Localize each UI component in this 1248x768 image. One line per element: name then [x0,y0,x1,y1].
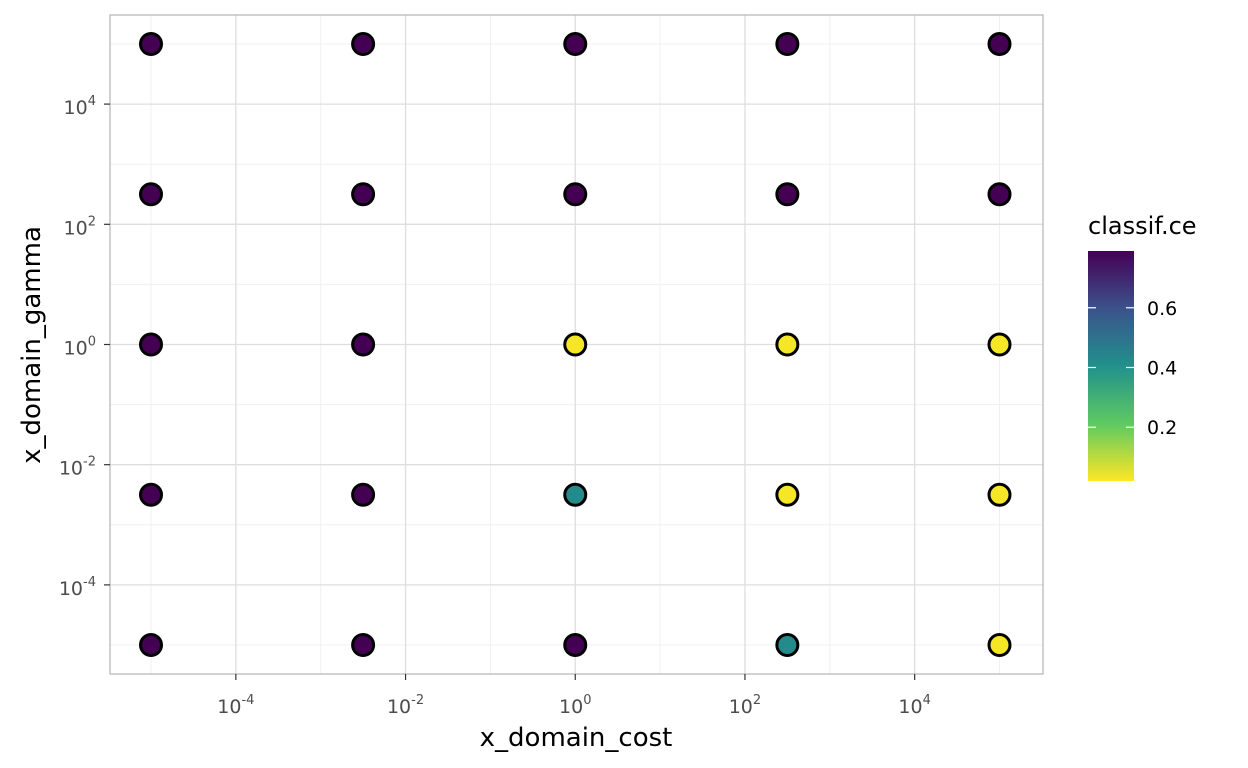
data-point [139,332,163,357]
legend-tick-label: 0.2 [1147,417,1177,439]
data-point [987,332,1012,357]
data-point [351,332,376,357]
data-point [351,32,376,56]
data-point [775,32,800,56]
legend-ticks: 0.2 0.4 0.6 [1088,298,1177,439]
y-tick-label: 102 [64,214,96,239]
x-axis: 10-4 10-2 100 102 104 [217,674,931,718]
x-axis-title: x_domain_cost [480,723,673,753]
data-point [351,633,376,657]
data-point [987,482,1012,507]
data-point [775,332,800,357]
data-point [563,633,588,657]
data-point [139,32,163,56]
y-axis: 10-4 10-2 100 102 104 [59,94,110,600]
x-tick-label: 10-2 [387,693,424,718]
data-point [775,482,800,507]
data-point [139,182,163,207]
data-point [987,32,1012,56]
data-point [351,482,376,507]
color-legend: classif.ce 0.2 0.4 0.6 [1088,212,1197,481]
y-tick-label: 100 [64,335,96,360]
y-tick-label: 10-4 [59,575,96,600]
y-tick-label: 10-2 [59,455,96,480]
data-point [563,32,588,56]
legend-tick-label: 0.6 [1147,298,1177,320]
data-point [563,482,588,507]
data-point [775,633,800,657]
legend-colorbar [1088,251,1134,481]
x-tick-label: 100 [559,693,591,718]
x-tick-label: 10-4 [217,693,254,718]
y-axis-title: x_domain_gamma [17,226,47,464]
data-points [139,32,1012,657]
data-point [139,482,163,507]
data-point [563,332,588,357]
legend-tick-label: 0.4 [1147,357,1177,379]
data-point [987,182,1012,207]
data-point [351,182,376,207]
data-point [563,182,588,207]
legend-title: classif.ce [1088,212,1197,240]
data-point [987,633,1012,657]
data-point [775,182,800,207]
x-tick-label: 102 [729,693,761,718]
y-tick-label: 104 [64,94,96,119]
x-tick-label: 104 [898,693,930,718]
data-point [139,633,163,657]
